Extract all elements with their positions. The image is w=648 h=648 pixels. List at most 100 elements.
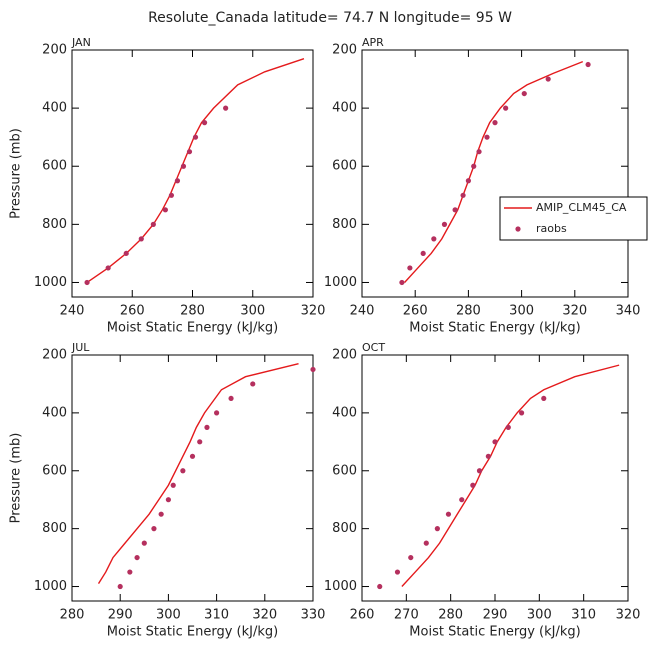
raob-point bbox=[452, 207, 458, 213]
x-tick-label: 330 bbox=[301, 608, 326, 623]
legend-symbol bbox=[515, 226, 521, 232]
raob-point bbox=[170, 482, 176, 488]
raob-point bbox=[485, 453, 491, 459]
raob-point bbox=[250, 381, 256, 387]
raob-point bbox=[180, 163, 187, 169]
raob-point bbox=[189, 453, 196, 459]
raob-point bbox=[420, 250, 426, 257]
x-tick-label: 300 bbox=[509, 304, 534, 319]
x-tick-label: 320 bbox=[301, 304, 326, 319]
raob-point bbox=[162, 207, 168, 213]
model-line bbox=[97, 363, 299, 585]
panel-label: JUL bbox=[71, 341, 90, 354]
x-tick-label: 240 bbox=[350, 304, 375, 319]
x-tick-label: 280 bbox=[456, 304, 481, 319]
x-tick-label: 300 bbox=[156, 608, 181, 623]
y-axis-label: Pressure (mb) bbox=[9, 433, 24, 524]
raob-point bbox=[141, 540, 147, 546]
raob-point bbox=[192, 134, 199, 140]
raob-point bbox=[476, 468, 483, 474]
raob-point bbox=[204, 424, 210, 430]
legend-label: AMIP_CLM45_CA bbox=[536, 201, 627, 214]
figure-title: Resolute_Canada latitude= 74.7 N longitu… bbox=[148, 10, 512, 26]
y-tick-label: 600 bbox=[42, 159, 67, 174]
x-axis-label: Moist Static Energy (kJ/kg) bbox=[107, 321, 278, 336]
y-tick-label: 200 bbox=[332, 348, 357, 363]
raob-point bbox=[127, 569, 133, 575]
x-tick-label: 280 bbox=[180, 304, 205, 319]
y-tick-label: 200 bbox=[42, 348, 67, 363]
panel: OCT 260 270 280 290 300 310 320 200 400 600 800 1000… bbox=[324, 341, 641, 640]
y-tick-label: 1000 bbox=[324, 579, 357, 594]
raob-point bbox=[492, 439, 498, 445]
raob-point bbox=[228, 395, 234, 402]
y-tick-label: 200 bbox=[42, 43, 67, 58]
raob-point bbox=[399, 279, 405, 286]
x-tick-label: 260 bbox=[350, 608, 375, 623]
raob-point bbox=[180, 468, 186, 474]
raob-point bbox=[117, 583, 123, 590]
raob-point bbox=[197, 439, 203, 445]
raob-point bbox=[470, 482, 476, 488]
raob-point bbox=[476, 149, 482, 155]
y-tick-label: 600 bbox=[42, 463, 67, 478]
raob-point bbox=[174, 178, 181, 184]
legend-label: raobs bbox=[536, 222, 567, 235]
raob-point bbox=[503, 105, 509, 111]
raob-point bbox=[84, 279, 90, 286]
raob-point bbox=[123, 250, 129, 257]
x-tick-label: 310 bbox=[571, 608, 596, 623]
y-tick-label: 600 bbox=[332, 159, 357, 174]
raob-point bbox=[165, 497, 171, 503]
raob-point bbox=[585, 61, 591, 68]
raob-point bbox=[105, 265, 111, 271]
x-tick-label: 310 bbox=[204, 608, 229, 623]
raob-point bbox=[158, 511, 164, 517]
raob-point bbox=[134, 554, 140, 561]
x-axis-label: Moist Static Energy (kJ/kg) bbox=[107, 625, 278, 640]
y-tick-label: 400 bbox=[332, 405, 357, 420]
panel: APR 240 260 280 300 320 340 200 400 600 800 1000 Moi… bbox=[324, 36, 648, 336]
x-tick-label: 290 bbox=[108, 608, 133, 623]
model-line bbox=[401, 364, 620, 588]
panel-label: JAN bbox=[71, 36, 91, 49]
raob-point bbox=[201, 120, 208, 126]
x-tick-label: 340 bbox=[616, 304, 641, 319]
raob-point bbox=[223, 105, 229, 111]
raob-point bbox=[186, 149, 193, 155]
x-tick-label: 260 bbox=[403, 304, 428, 319]
x-tick-label: 320 bbox=[252, 608, 277, 623]
y-tick-label: 1000 bbox=[34, 275, 67, 290]
y-tick-label: 800 bbox=[42, 521, 67, 536]
raob-point bbox=[505, 424, 511, 430]
raob-point bbox=[138, 236, 144, 242]
x-tick-label: 300 bbox=[240, 304, 265, 319]
raob-point bbox=[431, 236, 437, 242]
x-tick-label: 280 bbox=[438, 608, 463, 623]
raob-point bbox=[492, 120, 498, 126]
x-tick-label: 290 bbox=[483, 608, 508, 623]
plot-frame bbox=[361, 354, 629, 602]
plot-frame bbox=[71, 354, 314, 602]
raob-point bbox=[441, 221, 448, 227]
panel-label: OCT bbox=[362, 341, 385, 354]
y-tick-label: 600 bbox=[332, 463, 357, 478]
raob-point bbox=[407, 265, 413, 271]
raob-point bbox=[434, 526, 440, 532]
raob-point bbox=[423, 540, 429, 546]
raob-point bbox=[541, 395, 547, 402]
x-tick-label: 320 bbox=[562, 304, 587, 319]
raob-point bbox=[408, 554, 414, 561]
x-tick-label: 300 bbox=[527, 608, 552, 623]
x-tick-label: 320 bbox=[616, 608, 641, 623]
model-line bbox=[86, 58, 305, 284]
raob-point bbox=[310, 366, 316, 373]
y-tick-label: 800 bbox=[42, 217, 67, 232]
y-axis-label: Pressure (mb) bbox=[9, 128, 24, 219]
raob-point bbox=[445, 511, 452, 517]
x-tick-label: 260 bbox=[120, 304, 145, 319]
y-tick-label: 400 bbox=[332, 101, 357, 116]
raob-point bbox=[394, 569, 401, 575]
raob-point bbox=[519, 410, 525, 416]
